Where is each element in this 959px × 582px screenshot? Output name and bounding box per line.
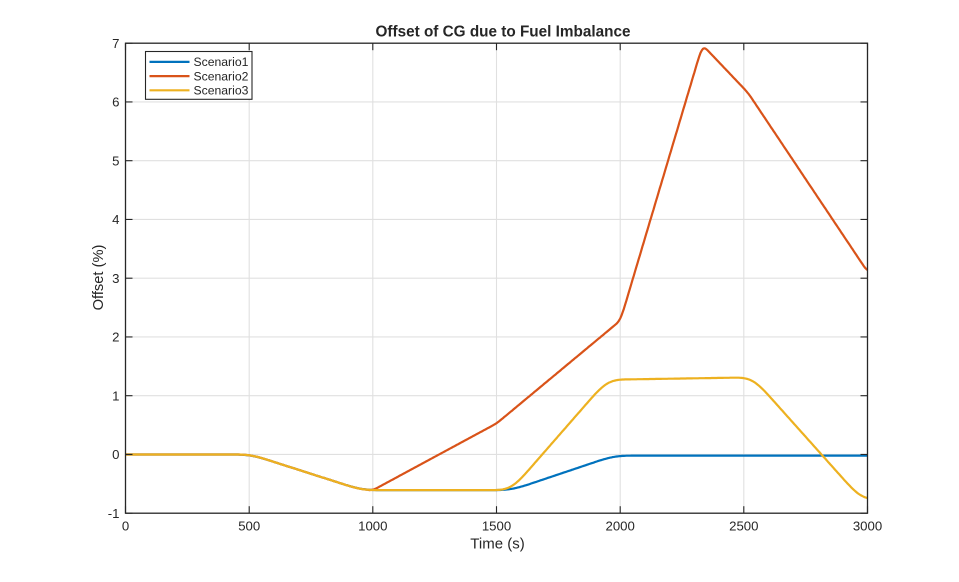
svg-text:2: 2 xyxy=(112,330,119,345)
svg-text:0: 0 xyxy=(112,447,119,462)
svg-text:1: 1 xyxy=(112,388,119,403)
svg-text:3: 3 xyxy=(112,271,119,286)
svg-text:Scenario1: Scenario1 xyxy=(194,55,249,69)
svg-text:3000: 3000 xyxy=(853,519,882,534)
svg-text:0: 0 xyxy=(122,519,129,534)
svg-text:2500: 2500 xyxy=(729,519,758,534)
svg-text:-1: -1 xyxy=(108,506,120,521)
svg-text:1500: 1500 xyxy=(482,519,511,534)
svg-text:Offset (%): Offset (%) xyxy=(91,245,107,311)
svg-text:500: 500 xyxy=(238,519,260,534)
svg-text:4: 4 xyxy=(112,212,119,227)
svg-text:Time (s): Time (s) xyxy=(470,536,524,553)
svg-text:Scenario3: Scenario3 xyxy=(194,84,249,98)
svg-text:6: 6 xyxy=(112,95,119,110)
svg-text:7: 7 xyxy=(112,36,119,51)
svg-text:Scenario2: Scenario2 xyxy=(194,69,249,83)
svg-text:Offset of CG due to Fuel Imbal: Offset of CG due to Fuel Imbalance xyxy=(376,24,631,41)
svg-text:1000: 1000 xyxy=(358,519,387,534)
svg-text:5: 5 xyxy=(112,153,119,168)
svg-text:2000: 2000 xyxy=(606,519,635,534)
